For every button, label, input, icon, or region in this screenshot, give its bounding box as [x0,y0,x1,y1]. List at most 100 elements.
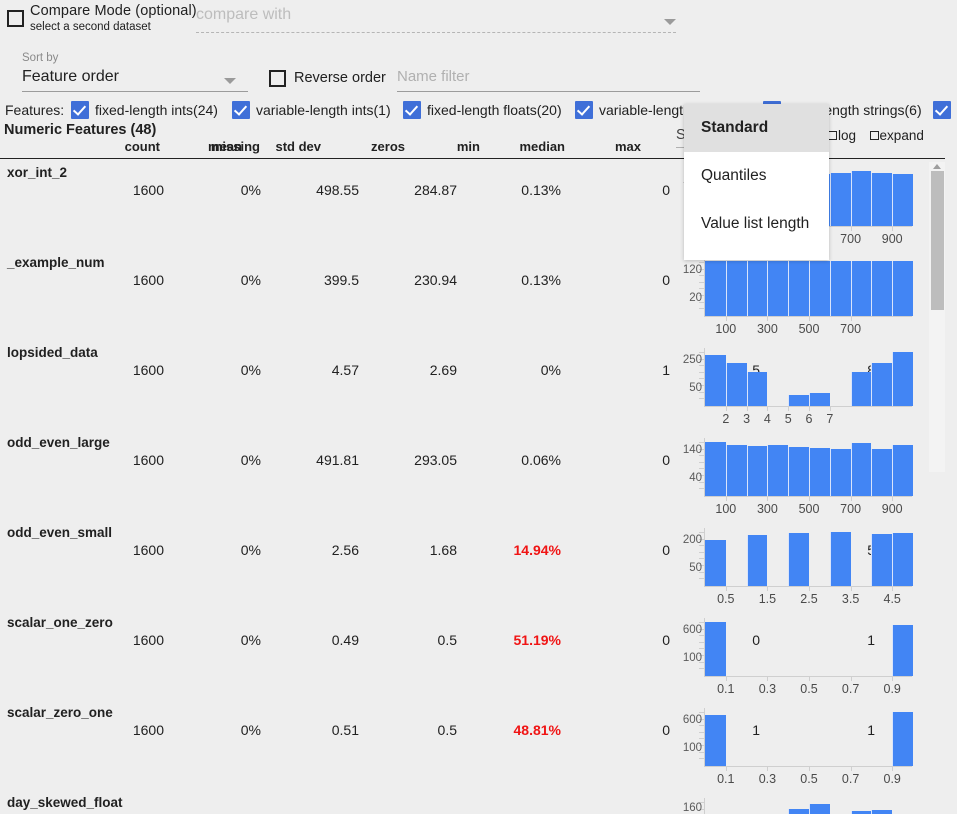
cell-std-dev: 0.5 [437,722,457,738]
feature-type-label: fixed-length floats(20) [427,102,562,118]
histogram-x-tick [809,676,810,681]
table-row[interactable]: odd_even_small16000%2.561.6814.94%035200… [0,520,957,610]
table-row[interactable]: lopsided_data 1600 0% 4.57 2.69 0% 1 5 8 250 50 234… [0,340,957,430]
histogram-x-label: 100 [715,502,737,516]
histogram-y-tick [699,308,704,310]
histogram-bar [850,810,872,814]
checkbox-checked-icon[interactable] [933,101,951,119]
checkbox-unchecked-icon[interactable] [869,131,879,140]
histogram-x-label: 0.7 [841,682,860,696]
sort-by-select[interactable]: Feature order [22,68,248,94]
cell-min: 0 [662,182,670,198]
histogram-y-label: 100 [682,652,702,664]
feature-histogram[interactable]: 600 100 0.1 0.3 0.5 0.7 0.9 [676,618,928,696]
checkbox-unchecked-icon[interactable] [828,131,837,140]
compare-mode-checkbox[interactable] [7,10,24,27]
feature-type-variable-length-floats[interactable]: variable-length floats(2) [575,101,745,122]
histogram-bar [809,261,830,316]
table-row[interactable]: scalar_one_zero 1600 0% 0.49 0.5 51.19% 0 0 1 600… [0,610,957,700]
histogram-bar [705,714,726,766]
histogram-y-tick [699,712,704,713]
histogram-x-axis [704,496,912,497]
menu-item-quantiles[interactable]: Quantiles [701,167,767,184]
histogram-x-tick [725,406,727,411]
histogram-y-tick [699,641,704,643]
scroll-up-arrow-icon[interactable] [933,164,941,169]
histogram-x-tick [850,676,852,681]
cell-min: 0 [662,542,670,558]
cell-missing: 0% [240,452,261,468]
histogram-bar [829,531,851,586]
menu-item-standard[interactable]: Standard [684,104,829,152]
expand-label: expand [879,128,924,143]
cell-median: 0 [752,632,760,648]
histogram-y-label: 50 [689,562,702,574]
histogram-x-tick [892,226,894,231]
name-filter-underline [397,91,700,92]
caret-down-icon [224,78,236,84]
column-header-zeros: zeros [371,139,405,154]
feature-type-variable-length-ints[interactable]: variable-length ints(1) [232,101,391,122]
histogram-x-label: 4.5 [883,592,901,606]
checkbox-checked-icon[interactable] [232,101,250,119]
cell-count: 1600 [132,362,164,378]
name-filter-input[interactable]: Name filter [397,68,700,94]
histogram-bars [705,438,913,496]
histogram-y-axis [704,258,705,316]
feature-name: scalar_one_zero [7,615,113,630]
table-row[interactable]: odd_even_large16000%491.81293.050.06%048… [0,430,957,520]
menu-item-value-list-length[interactable]: Value list length [701,215,810,232]
feature-histogram[interactable]: 600 100 0.1 0.3 0.5 0.7 0.9 [676,708,928,786]
cell-count: 1600 [132,452,164,468]
feature-type-fixed-length-floats[interactable]: fixed-length floats(20) [403,101,562,122]
feature-type-fixed-length-ints[interactable]: fixed-length ints(24) [71,101,218,122]
histogram-y-tick [699,661,704,663]
log-expand-controls: log expand [828,128,924,143]
checkbox-checked-icon[interactable] [71,101,89,119]
feature-histogram[interactable]: 200 50 0.5 1.5 2.5 3.5 4.5 [676,528,928,606]
feature-name: xor_int_2 [7,165,68,180]
checkbox-checked-icon[interactable] [575,101,593,119]
checkbox-checked-icon[interactable] [403,101,421,119]
histogram-bar [829,172,851,226]
histogram-bar [871,172,893,226]
histogram-y-label: 600 [682,714,702,726]
feature-histogram[interactable]: 140 40 100 300 500 700 900 [676,438,928,516]
feature-histogram[interactable]: 120 20 100 300 500 700 [676,258,928,336]
histogram-y-axis [704,618,705,676]
histogram-y-tick [699,288,704,290]
cell-count: 1600 [132,272,164,288]
histogram-bar [829,261,851,316]
chart-type-dropdown-menu[interactable]: Standard Quantiles Value list length [684,104,829,260]
log-checkbox[interactable]: log [828,128,856,143]
cell-std-dev: 293.05 [414,452,457,468]
cell-missing: 0% [240,272,261,288]
right-edge-filler [945,159,957,814]
features-label: Features: [5,102,65,118]
cell-zeros: 0.13% [521,272,561,288]
histogram-y-tick [699,371,704,373]
cell-zeros: 0.06% [521,452,561,468]
histogram-y-tick [699,461,704,463]
table-row[interactable]: _example_num16000%399.5230.940.13%040079… [0,250,957,340]
histogram-y-tick [699,758,704,760]
feature-histogram[interactable]: 160 [676,798,928,814]
expand-checkbox[interactable]: expand [869,128,924,143]
histogram-y-tick [699,628,704,630]
histogram-x-label: 6 [805,412,813,426]
column-header-min: min [456,139,480,154]
reverse-order-checkbox[interactable] [269,70,286,87]
histogram-x-label: 700 [840,502,862,516]
histogram-x-axis [704,316,912,317]
table-row[interactable]: day_skewed_float 160 [0,790,957,814]
feature-histogram[interactable]: 250 50 2 3 4 5 6 7 [676,348,928,426]
histogram-scrollbar-thumb[interactable] [931,171,944,310]
table-row[interactable]: scalar_zero_one 1600 0% 0.51 0.5 48.81% 0 1 1 600… [0,700,957,790]
compare-with-select[interactable]: compare with [196,6,676,34]
name-filter-placeholder: Name filter [397,68,470,85]
histogram-bar [809,448,830,496]
feature-type-extra[interactable] [933,101,951,122]
histogram-x-label: 0.9 [883,772,901,786]
histogram-y-label: 160 [682,802,702,814]
